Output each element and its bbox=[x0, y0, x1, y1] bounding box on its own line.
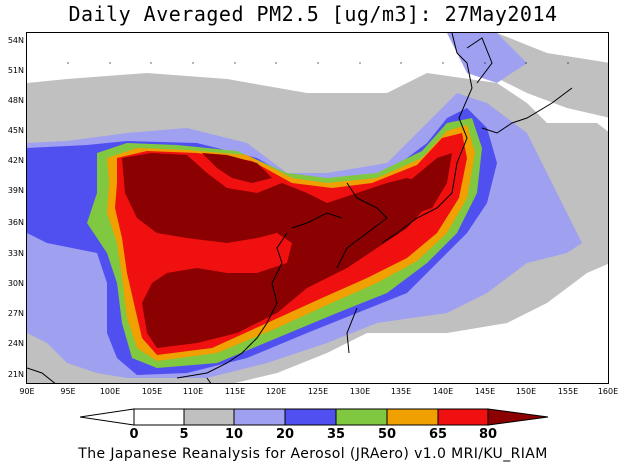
lon-label-120e: 120E bbox=[265, 387, 287, 396]
colorbar bbox=[80, 408, 549, 426]
colorbar-label-35: 35 bbox=[326, 427, 346, 442]
colorbar-label-65: 65 bbox=[428, 427, 448, 442]
lon-label-95e: 95E bbox=[60, 387, 76, 396]
lat-label-48n: 48N bbox=[7, 96, 24, 105]
lon-label-105e: 105E bbox=[141, 387, 163, 396]
lat-label-27n: 27N bbox=[7, 309, 24, 318]
lon-label-100e: 100E bbox=[99, 387, 121, 396]
lon-label-125e: 125E bbox=[307, 387, 329, 396]
lon-label-155e: 155E bbox=[557, 387, 579, 396]
lat-label-54n: 54N bbox=[7, 36, 24, 45]
lon-label-90e: 90E bbox=[19, 387, 35, 396]
colorbar-bin-35-50 bbox=[335, 408, 388, 426]
colorbar-upper-triangle bbox=[487, 408, 549, 426]
lon-label-130e: 130E bbox=[349, 387, 371, 396]
colorbar-label-0: 0 bbox=[129, 427, 139, 442]
colorbar-bin-20-35 bbox=[284, 408, 337, 426]
lat-label-30n: 30N bbox=[7, 279, 24, 288]
map-title: Daily Averaged PM2.5 [ug/m3]: 27May2014 bbox=[68, 2, 558, 26]
lon-label-145e: 145E bbox=[474, 387, 496, 396]
lon-label-140e: 140E bbox=[432, 387, 454, 396]
colorbar-bin-0-5 bbox=[133, 408, 185, 426]
footer-credit: The Japanese Reanalysis for Aerosol (JRA… bbox=[78, 446, 548, 462]
colorbar-lower-triangle bbox=[80, 408, 135, 426]
lat-label-39n: 39N bbox=[7, 186, 24, 195]
lat-label-51n: 51N bbox=[7, 66, 24, 75]
lat-label-36n: 36N bbox=[7, 218, 24, 227]
colorbar-label-80: 80 bbox=[478, 427, 498, 442]
lat-label-33n: 33N bbox=[7, 249, 24, 258]
lat-label-42n: 42N bbox=[7, 156, 24, 165]
lon-label-110e: 110E bbox=[182, 387, 204, 396]
lat-label-24n: 24N bbox=[7, 339, 24, 348]
lat-label-45n: 45N bbox=[7, 126, 24, 135]
colorbar-bin-5-10 bbox=[183, 408, 235, 426]
colorbar-label-50: 50 bbox=[377, 427, 397, 442]
colorbar-bin-65-80 bbox=[437, 408, 489, 426]
colorbar-label-10: 10 bbox=[224, 427, 244, 442]
colorbar-label-20: 20 bbox=[275, 427, 295, 442]
lon-label-135e: 135E bbox=[390, 387, 412, 396]
lon-label-160e: 160E bbox=[597, 387, 619, 396]
lon-label-150e: 150E bbox=[515, 387, 537, 396]
lon-label-115e: 115E bbox=[224, 387, 246, 396]
colorbar-bin-50-65 bbox=[386, 408, 439, 426]
colorbar-bin-10-20 bbox=[233, 408, 286, 426]
colorbar-label-5: 5 bbox=[179, 427, 189, 442]
pm25-field bbox=[27, 33, 608, 383]
lat-label-21n: 21N bbox=[7, 370, 24, 379]
pm25-map bbox=[26, 32, 609, 384]
